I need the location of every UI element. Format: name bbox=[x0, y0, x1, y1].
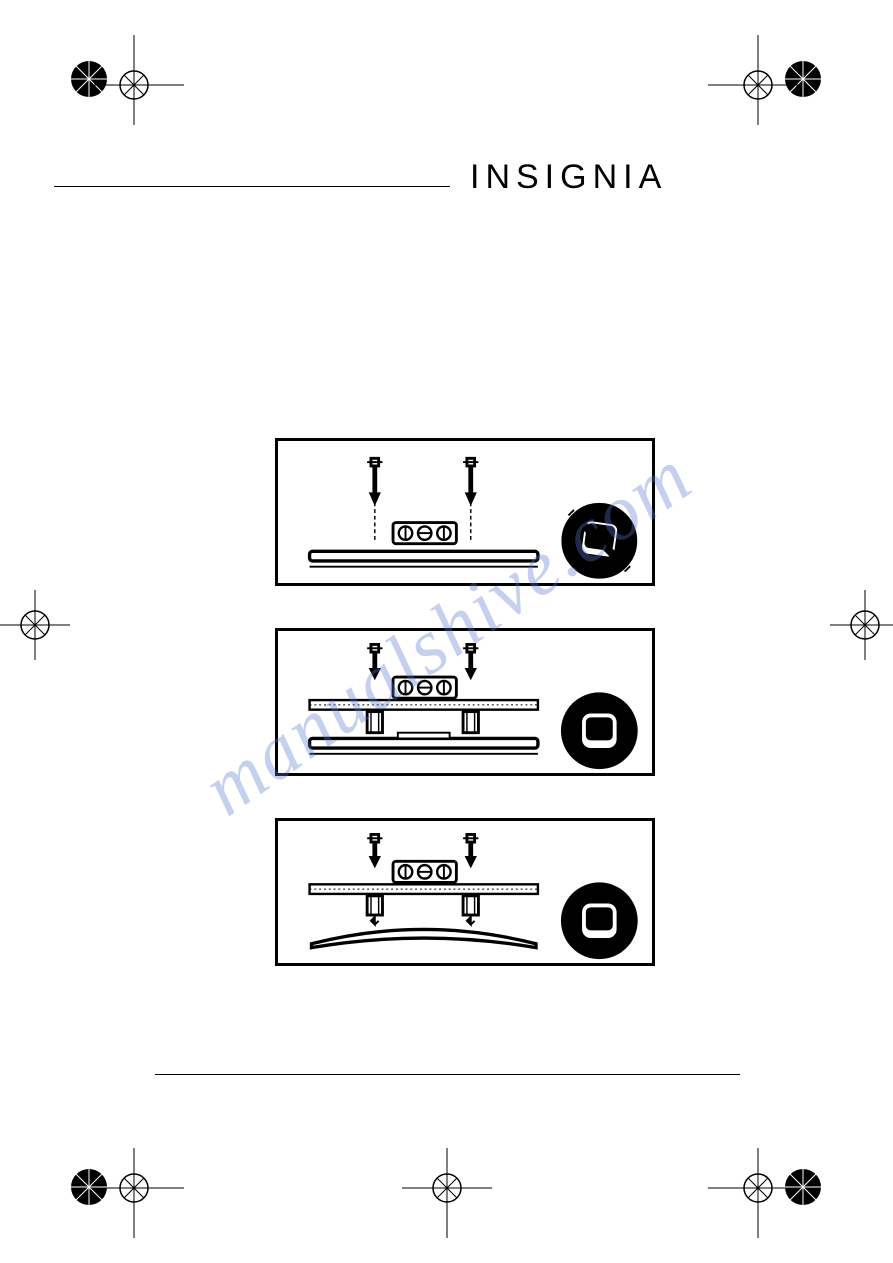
brand-logo: INSIGNIA bbox=[470, 158, 667, 197]
crop-mark-bottom-left bbox=[94, 1148, 184, 1238]
header-rule bbox=[54, 186, 450, 187]
crop-mark-bottom-right bbox=[708, 1148, 798, 1238]
crop-mark-top-left bbox=[94, 35, 184, 125]
crop-mark-top-right bbox=[708, 35, 798, 125]
diagram-1-incorrect bbox=[275, 438, 655, 586]
diagram-2-correct-flat bbox=[275, 628, 655, 776]
crop-mark-bottom-center bbox=[402, 1148, 492, 1238]
crop-mark-mid-right bbox=[830, 590, 893, 660]
diagram-3-correct-curved bbox=[275, 818, 655, 966]
footer-rule bbox=[155, 1074, 740, 1075]
crop-mark-mid-left bbox=[0, 590, 70, 660]
